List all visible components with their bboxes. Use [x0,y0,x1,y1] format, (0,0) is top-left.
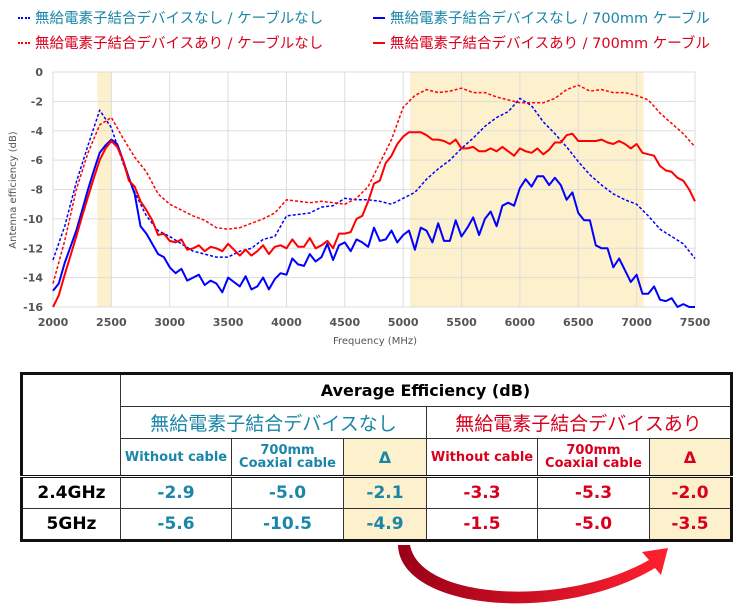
cell-delta: -2.0 [649,475,732,509]
legend-label: 無給電素子結合デバイスあり / 700mm ケーブル [390,36,710,52]
y-tick-label: -10 [23,213,43,226]
series-line-3 [52,84,696,284]
y-tick-label: -2 [31,95,43,108]
legend-item-no-device-cable: 無給電素子結合デバイスなし / 700mm ケーブル [373,7,710,28]
y-tick-label: -4 [31,125,44,138]
legend-item-device-no-cable: 無給電素子結合デバイスあり / ケーブルなし [18,32,323,53]
x-tick-label: 7500 [680,316,711,329]
series-line-2 [52,138,695,308]
y-tick-label: -12 [23,242,43,255]
x-tick-label: 2000 [38,316,69,329]
cell-value: -5.0 [537,508,650,541]
y-tick-label: -6 [31,154,44,167]
x-tick-label: 4500 [330,316,361,329]
row-band: 2.4GHz [21,475,121,509]
table-row: 5GHz -5.6 -10.5 -4.9 -1.5 -5.0 -3.5 [21,508,732,541]
cell-value: -1.5 [426,508,538,541]
header-coax-cable: 700mm Coaxial cable [231,438,344,477]
header-coax-cable: 700mm Coaxial cable [537,438,650,477]
header-delta: Δ [649,438,732,477]
legend-label: 無給電素子結合デバイスなし / ケーブルなし [35,11,324,27]
series-line-1 [52,97,696,261]
series-line-4 [52,131,696,308]
table-row: 2.4GHz -2.9 -5.0 -2.1 -3.3 -5.3 -2.0 [21,475,732,509]
cell-value: -5.6 [120,508,232,541]
legend-label: 無給電素子結合デバイスあり / ケーブルなし [35,36,324,52]
curved-arrow-icon [398,545,668,604]
efficiency-line-chart: 2000 2500 3000 3500 4000 4500 5000 5500 6000 6500… [8,66,711,347]
corner-cell [21,373,121,477]
header-coax-line1: 700mm [260,443,315,458]
x-tick-label: 5500 [446,316,477,329]
cell-value: -5.0 [231,475,344,509]
cell-delta: -2.1 [343,475,427,509]
x-tick-label: 7000 [621,316,652,329]
x-tick-label: 4000 [271,316,302,329]
group-header-with-device: 無給電素子結合デバイスあり [426,406,732,439]
x-tick-label: 6000 [505,316,536,329]
header-without-cable: Without cable [426,438,538,477]
header-coax-line1: 700mm [566,443,621,458]
cell-value: -2.9 [120,475,232,509]
y-tick-label: -8 [31,184,43,197]
x-tick-label: 2500 [96,316,127,329]
x-tick-label: 3500 [213,316,244,329]
average-efficiency-table: Average Efficiency (dB) 無給電素子結合デバイスなし 無給… [20,372,733,542]
header-delta: Δ [343,438,427,477]
cell-delta: -4.9 [343,508,427,541]
x-tick-label: 3000 [154,316,185,329]
dashed-line-icon [18,41,30,44]
solid-line-icon [373,16,385,19]
cell-delta: -3.5 [649,508,732,541]
y-axis-label: Antenna efficiency (dB) [8,131,19,249]
legend-item-device-cable: 無給電素子結合デバイスあり / 700mm ケーブル [373,32,710,53]
legend-item-no-device-no-cable: 無給電素子結合デバイスなし / ケーブルなし [18,7,323,28]
solid-line-icon [373,41,385,44]
header-without-cable: Without cable [120,438,232,477]
y-tick-label: -16 [23,301,43,314]
x-tick-label: 5000 [388,316,419,329]
y-tick-label: -14 [23,272,43,285]
cell-value: -10.5 [231,508,344,541]
legend-label: 無給電素子結合デバイスなし / 700mm ケーブル [390,11,710,27]
header-coax-line2: Coaxial cable [545,456,642,471]
x-tick-label: 6500 [563,316,594,329]
y-tick-label: 0 [35,66,43,79]
dashed-line-icon [18,16,30,19]
table-title: Average Efficiency (dB) [120,373,732,407]
header-coax-line2: Coaxial cable [239,456,336,471]
row-band: 5GHz [21,508,121,541]
x-axis-label: Frequency (MHz) [333,336,417,347]
